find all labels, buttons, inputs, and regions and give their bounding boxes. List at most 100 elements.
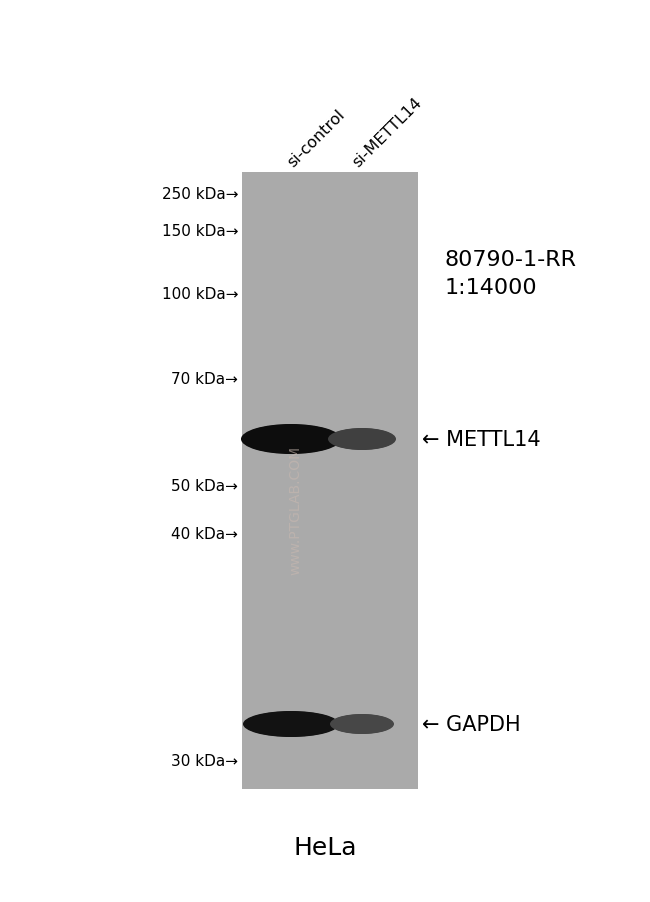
Text: 70 kDa→: 70 kDa→	[171, 373, 238, 387]
Ellipse shape	[286, 438, 296, 441]
Ellipse shape	[348, 720, 376, 729]
Ellipse shape	[350, 721, 374, 728]
Ellipse shape	[348, 720, 376, 729]
Ellipse shape	[281, 722, 300, 727]
Ellipse shape	[338, 432, 386, 447]
Ellipse shape	[339, 717, 385, 732]
Ellipse shape	[354, 722, 370, 727]
Ellipse shape	[356, 723, 368, 726]
Ellipse shape	[248, 713, 334, 736]
Text: si-METTL14: si-METTL14	[350, 95, 424, 170]
Ellipse shape	[286, 723, 296, 725]
Ellipse shape	[278, 721, 304, 728]
Ellipse shape	[250, 428, 332, 452]
Ellipse shape	[242, 425, 340, 454]
Ellipse shape	[346, 435, 377, 445]
Ellipse shape	[344, 434, 380, 446]
Ellipse shape	[277, 721, 305, 728]
Ellipse shape	[244, 712, 338, 737]
Ellipse shape	[285, 437, 297, 441]
Ellipse shape	[353, 722, 370, 727]
Ellipse shape	[346, 434, 378, 445]
Ellipse shape	[272, 719, 310, 730]
Ellipse shape	[283, 437, 298, 442]
Ellipse shape	[272, 434, 310, 445]
Ellipse shape	[343, 718, 381, 731]
Ellipse shape	[283, 722, 300, 726]
Ellipse shape	[357, 437, 367, 441]
Ellipse shape	[270, 719, 311, 730]
Ellipse shape	[344, 719, 380, 730]
Ellipse shape	[339, 432, 385, 446]
Ellipse shape	[331, 714, 393, 734]
Ellipse shape	[351, 436, 373, 443]
Text: si-control: si-control	[285, 106, 347, 170]
Ellipse shape	[279, 721, 303, 727]
Ellipse shape	[261, 430, 321, 448]
Text: 30 kDa→: 30 kDa→	[171, 754, 238, 769]
Ellipse shape	[345, 719, 379, 730]
Ellipse shape	[263, 431, 318, 447]
Ellipse shape	[328, 428, 396, 450]
Ellipse shape	[359, 438, 365, 440]
Ellipse shape	[360, 723, 363, 724]
Ellipse shape	[358, 723, 367, 726]
Ellipse shape	[358, 438, 366, 441]
Ellipse shape	[276, 435, 306, 444]
Ellipse shape	[257, 715, 324, 733]
Ellipse shape	[246, 713, 335, 736]
Ellipse shape	[359, 438, 365, 440]
Ellipse shape	[335, 716, 389, 732]
Ellipse shape	[345, 434, 379, 445]
Ellipse shape	[346, 719, 378, 729]
Ellipse shape	[250, 713, 332, 735]
Ellipse shape	[274, 720, 308, 729]
Ellipse shape	[333, 430, 391, 449]
Ellipse shape	[352, 437, 372, 443]
Text: 80790-1-RR
1:14000: 80790-1-RR 1:14000	[445, 250, 577, 298]
Text: 150 kDa→: 150 kDa→	[161, 225, 238, 239]
Ellipse shape	[280, 437, 302, 443]
Ellipse shape	[278, 436, 305, 444]
Ellipse shape	[246, 426, 336, 453]
Ellipse shape	[352, 722, 372, 727]
Ellipse shape	[332, 715, 391, 733]
Ellipse shape	[349, 436, 375, 444]
Ellipse shape	[255, 428, 327, 450]
Ellipse shape	[265, 717, 317, 732]
Ellipse shape	[246, 712, 337, 737]
Ellipse shape	[360, 439, 364, 440]
Ellipse shape	[356, 723, 369, 726]
Ellipse shape	[255, 714, 327, 734]
Ellipse shape	[337, 431, 387, 447]
Ellipse shape	[267, 718, 315, 731]
Ellipse shape	[269, 718, 313, 730]
Ellipse shape	[273, 719, 309, 729]
Ellipse shape	[334, 430, 390, 448]
Ellipse shape	[335, 431, 388, 448]
Ellipse shape	[275, 435, 307, 445]
Ellipse shape	[338, 717, 386, 732]
Ellipse shape	[245, 426, 337, 454]
Ellipse shape	[247, 427, 335, 453]
Ellipse shape	[274, 434, 309, 445]
Ellipse shape	[254, 428, 328, 451]
Ellipse shape	[259, 715, 324, 733]
Ellipse shape	[350, 436, 374, 444]
Ellipse shape	[329, 428, 395, 450]
Ellipse shape	[349, 720, 375, 728]
Ellipse shape	[359, 723, 365, 725]
Ellipse shape	[265, 432, 317, 447]
Ellipse shape	[332, 430, 392, 449]
Ellipse shape	[260, 716, 322, 732]
Ellipse shape	[358, 723, 366, 725]
Ellipse shape	[343, 434, 381, 446]
Ellipse shape	[262, 431, 320, 448]
Ellipse shape	[337, 431, 387, 447]
Ellipse shape	[289, 438, 294, 440]
Ellipse shape	[344, 719, 380, 730]
Ellipse shape	[335, 431, 389, 448]
Ellipse shape	[263, 717, 318, 732]
Ellipse shape	[337, 716, 387, 732]
Ellipse shape	[333, 715, 391, 733]
